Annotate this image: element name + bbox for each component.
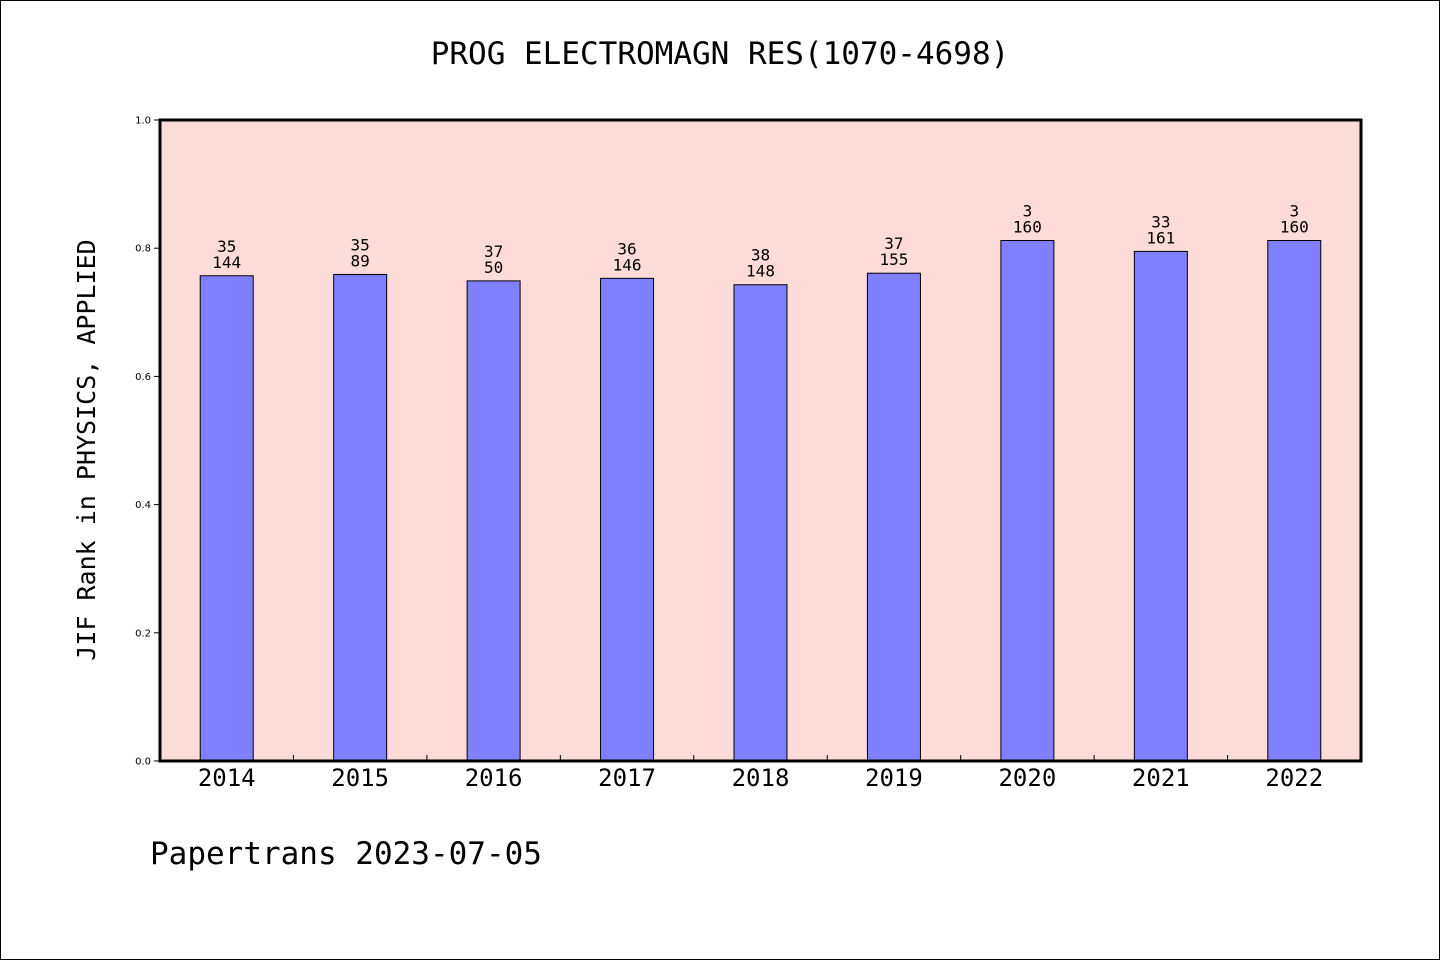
bar-2020 bbox=[1000, 240, 1055, 762]
x-axis-labels: 2014 2015 2016 2017 2018 2019 2020 2021 2022 bbox=[198, 764, 1323, 792]
plot-border bbox=[158, 118, 1363, 763]
bar-total-label: 146 bbox=[613, 255, 642, 274]
bar-rank-label: 33 bbox=[1151, 212, 1170, 231]
bar-rank-label: 37 bbox=[884, 234, 903, 253]
bar-2021 bbox=[1133, 250, 1188, 762]
y-tick-label: 0.0 bbox=[135, 757, 151, 768]
bar-rank-label: 37 bbox=[484, 242, 503, 261]
x-category-label: 2014 bbox=[198, 764, 256, 792]
bar-2022 bbox=[1267, 240, 1322, 762]
x-category-label: 2019 bbox=[865, 764, 923, 792]
bar-total-label: 155 bbox=[879, 250, 908, 269]
bar-rank-label: 3 bbox=[1023, 202, 1033, 221]
footer-text: Papertrans 2023-07-05 bbox=[150, 836, 542, 872]
bar-rank-label: 35 bbox=[217, 237, 236, 256]
bar-total-label: 50 bbox=[484, 258, 503, 277]
chart-title: PROG ELECTROMAGN RES(1070-4698) bbox=[430, 36, 1010, 72]
bar-total-label: 160 bbox=[1013, 218, 1042, 237]
bars-layer bbox=[199, 240, 1322, 762]
bar-total-label: 89 bbox=[351, 251, 370, 270]
bar-rank-label: 3 bbox=[1289, 202, 1299, 221]
bar-2017 bbox=[600, 277, 655, 762]
bar-2015 bbox=[333, 273, 388, 762]
bar-rank-label: 38 bbox=[751, 246, 770, 265]
bar-2016 bbox=[466, 280, 521, 762]
bar-total-label: 144 bbox=[212, 253, 241, 272]
y-axis-title: JIF Rank in PHYSICS, APPLIED bbox=[72, 239, 101, 660]
y-axis-ticks: 0.0 0.2 0.4 0.6 0.8 1.0 bbox=[135, 116, 160, 768]
y-tick-label: 0.6 bbox=[135, 372, 151, 383]
y-tick-label: 0.8 bbox=[135, 244, 151, 255]
bar-2019 bbox=[866, 272, 921, 762]
bar-rank-label: 35 bbox=[351, 235, 370, 254]
x-category-label: 2021 bbox=[1132, 764, 1190, 792]
bar-total-label: 160 bbox=[1280, 218, 1309, 237]
y-tick-label: 1.0 bbox=[135, 116, 151, 127]
x-category-label: 2015 bbox=[331, 764, 389, 792]
x-category-label: 2017 bbox=[598, 764, 656, 792]
y-tick-label: 0.2 bbox=[135, 628, 151, 639]
bar-rank-label: 36 bbox=[617, 239, 636, 258]
y-tick-label: 0.4 bbox=[135, 500, 151, 511]
bar-total-label: 148 bbox=[746, 262, 775, 281]
x-category-label: 2022 bbox=[1265, 764, 1323, 792]
bar-total-label: 161 bbox=[1146, 228, 1175, 247]
x-category-label: 2020 bbox=[998, 764, 1056, 792]
x-category-label: 2016 bbox=[465, 764, 523, 792]
bar-2018 bbox=[733, 284, 788, 762]
bar-2014 bbox=[199, 275, 254, 762]
x-category-label: 2018 bbox=[732, 764, 790, 792]
